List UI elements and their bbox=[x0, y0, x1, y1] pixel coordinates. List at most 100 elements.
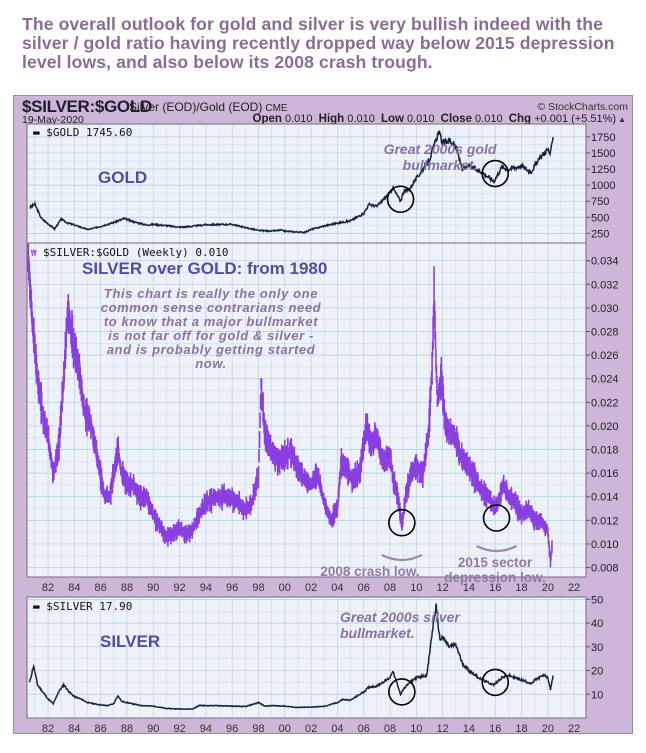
low-marker-circle bbox=[482, 504, 511, 532]
silver-ytick-label: 40 bbox=[591, 618, 603, 630]
ratio-ytick-label: 0.028 bbox=[591, 327, 619, 339]
gold-panel-label: GOLD bbox=[98, 168, 148, 187]
x-tick-label: 90 bbox=[147, 582, 159, 594]
description-text: Silver (EOD)/Gold (EOD) bbox=[129, 100, 263, 114]
x-tick-label: 10 bbox=[410, 582, 422, 594]
close-value: 0.010 bbox=[475, 113, 503, 125]
chart-description: Silver (EOD)/Gold (EOD) CME bbox=[129, 100, 288, 114]
x-tick-label: 86 bbox=[95, 723, 107, 735]
high-label: High bbox=[318, 113, 345, 125]
low-marker-circle bbox=[388, 678, 416, 706]
ratio-panel-label: SILVER over GOLD: from 1980 bbox=[82, 259, 328, 278]
annotation-2015-low: 2015 sector depression low. bbox=[444, 555, 546, 585]
annotation-2008-low: 2008 crash low. bbox=[320, 564, 420, 579]
x-tick-label: 92 bbox=[173, 723, 185, 735]
x-tick-label: 18 bbox=[515, 723, 527, 735]
gold-ytick-label: 250 bbox=[591, 228, 609, 240]
open-value: 0.010 bbox=[285, 113, 313, 125]
x-tick-label: 20 bbox=[542, 723, 554, 735]
x-tick-label: 02 bbox=[305, 582, 317, 594]
x-tick-label: 22 bbox=[568, 582, 580, 594]
up-triangle-icon: ▲ bbox=[618, 115, 626, 124]
gold-legend-text: $GOLD 1745.60 bbox=[46, 126, 133, 139]
ratio-ytick-label: 0.030 bbox=[591, 303, 619, 315]
legend-line-icon: ▬ bbox=[33, 600, 40, 613]
silver-annotation: Great 2000s silver bullmarket. bbox=[340, 609, 460, 641]
bar-chart-icon: ₩ bbox=[31, 249, 37, 259]
ratio-ytick-label: 0.026 bbox=[591, 350, 619, 362]
silver-ytick-label: 50 bbox=[591, 594, 603, 606]
low-label: Low bbox=[380, 113, 404, 125]
ratio-ytick-label: 0.034 bbox=[591, 256, 619, 268]
gold-ytick-label: 1750 bbox=[591, 132, 615, 144]
x-tick-label: 18 bbox=[515, 582, 527, 594]
silver-ytick-label: 20 bbox=[591, 666, 603, 678]
ratio-legend: ₩ $SILVER:$GOLD (Weekly) 0.010 bbox=[31, 246, 228, 259]
x-tick-label: 96 bbox=[226, 723, 238, 735]
low-value: 0.010 bbox=[407, 113, 435, 125]
x-tick-label: 08 bbox=[384, 582, 396, 594]
x-tick-label: 06 bbox=[358, 582, 370, 594]
x-tick-label: 92 bbox=[173, 582, 185, 594]
x-tick-label: 14 bbox=[463, 723, 475, 735]
ratio-ytick-label: 0.018 bbox=[591, 445, 619, 457]
x-tick-label: 00 bbox=[279, 723, 291, 735]
chg-value: +0.001 (+5.51%) bbox=[534, 113, 617, 125]
gold-ytick-label: 1500 bbox=[591, 148, 615, 160]
silver-legend: ▬ $SILVER 17.90 bbox=[33, 600, 132, 613]
bracket-2008 bbox=[381, 554, 423, 562]
ratio-ytick-label: 0.014 bbox=[591, 492, 619, 504]
silver-ytick-label: 30 bbox=[591, 642, 603, 654]
ratio-ytick-label: 0.010 bbox=[591, 539, 619, 551]
silver-price-line bbox=[28, 603, 554, 711]
x-tick-label: 82 bbox=[42, 723, 54, 735]
x-tick-label: 86 bbox=[95, 582, 107, 594]
x-tick-label: 98 bbox=[252, 582, 264, 594]
x-tick-label: 88 bbox=[121, 582, 133, 594]
ratio-ytick-label: 0.024 bbox=[591, 374, 619, 386]
x-tick-label: 90 bbox=[147, 723, 159, 735]
gold-ytick-label: 1250 bbox=[591, 164, 615, 176]
x-tick-label: 06 bbox=[358, 723, 370, 735]
x-tick-label: 98 bbox=[252, 723, 264, 735]
ohlc-readout: Open 0.010 High 0.010 Low 0.010 Close 0.… bbox=[253, 113, 626, 125]
chart-date: 19-May-2020 bbox=[22, 114, 84, 126]
headline: The overall outlook for gold and silver … bbox=[22, 14, 615, 72]
silver-ytick-label: 10 bbox=[591, 689, 603, 701]
low-marker-circle bbox=[481, 668, 510, 697]
low-marker-circle bbox=[481, 159, 510, 188]
x-tick-label: 10 bbox=[410, 723, 422, 735]
x-tick-label: 94 bbox=[200, 723, 212, 735]
low-marker-circle bbox=[388, 508, 416, 537]
chart-symbol: $SILVER:$GOLD bbox=[22, 97, 152, 116]
gold-annotation: Great 2000s gold bullmarket. bbox=[383, 141, 497, 173]
x-tick-label: 16 bbox=[489, 723, 501, 735]
x-tick-label: 16 bbox=[489, 582, 501, 594]
ratio-ytick-label: 0.008 bbox=[591, 563, 619, 575]
silver-plot-area bbox=[26, 596, 587, 719]
close-label: Close bbox=[440, 113, 472, 125]
x-tick-label: 04 bbox=[331, 582, 343, 594]
x-tick-label: 22 bbox=[568, 723, 580, 735]
bracket-2015 bbox=[476, 545, 518, 553]
chg-label: Chg bbox=[508, 113, 532, 125]
ratio-legend-text: $SILVER:$GOLD (Weekly) 0.010 bbox=[43, 246, 229, 259]
gold-ytick-label: 500 bbox=[591, 212, 609, 224]
exchange-label: CME bbox=[265, 103, 288, 114]
stockcharts-credit: © StockCharts.com bbox=[537, 101, 628, 113]
x-tick-label: 84 bbox=[68, 582, 80, 594]
ratio-ytick-label: 0.022 bbox=[591, 397, 619, 409]
x-tick-label: 96 bbox=[226, 582, 238, 594]
x-tick-label: 84 bbox=[68, 723, 80, 735]
x-tick-label: 00 bbox=[279, 582, 291, 594]
ratio-ytick-label: 0.032 bbox=[591, 279, 619, 291]
low-marker-circle bbox=[386, 185, 415, 214]
x-tick-label: 04 bbox=[331, 723, 343, 735]
gold-legend: ▬ $GOLD 1745.60 bbox=[33, 126, 132, 139]
silver-panel-label: SILVER bbox=[100, 632, 161, 651]
x-tick-label: 02 bbox=[305, 723, 317, 735]
x-tick-label: 94 bbox=[200, 582, 212, 594]
x-tick-label: 82 bbox=[42, 582, 54, 594]
x-tick-label: 14 bbox=[463, 582, 475, 594]
